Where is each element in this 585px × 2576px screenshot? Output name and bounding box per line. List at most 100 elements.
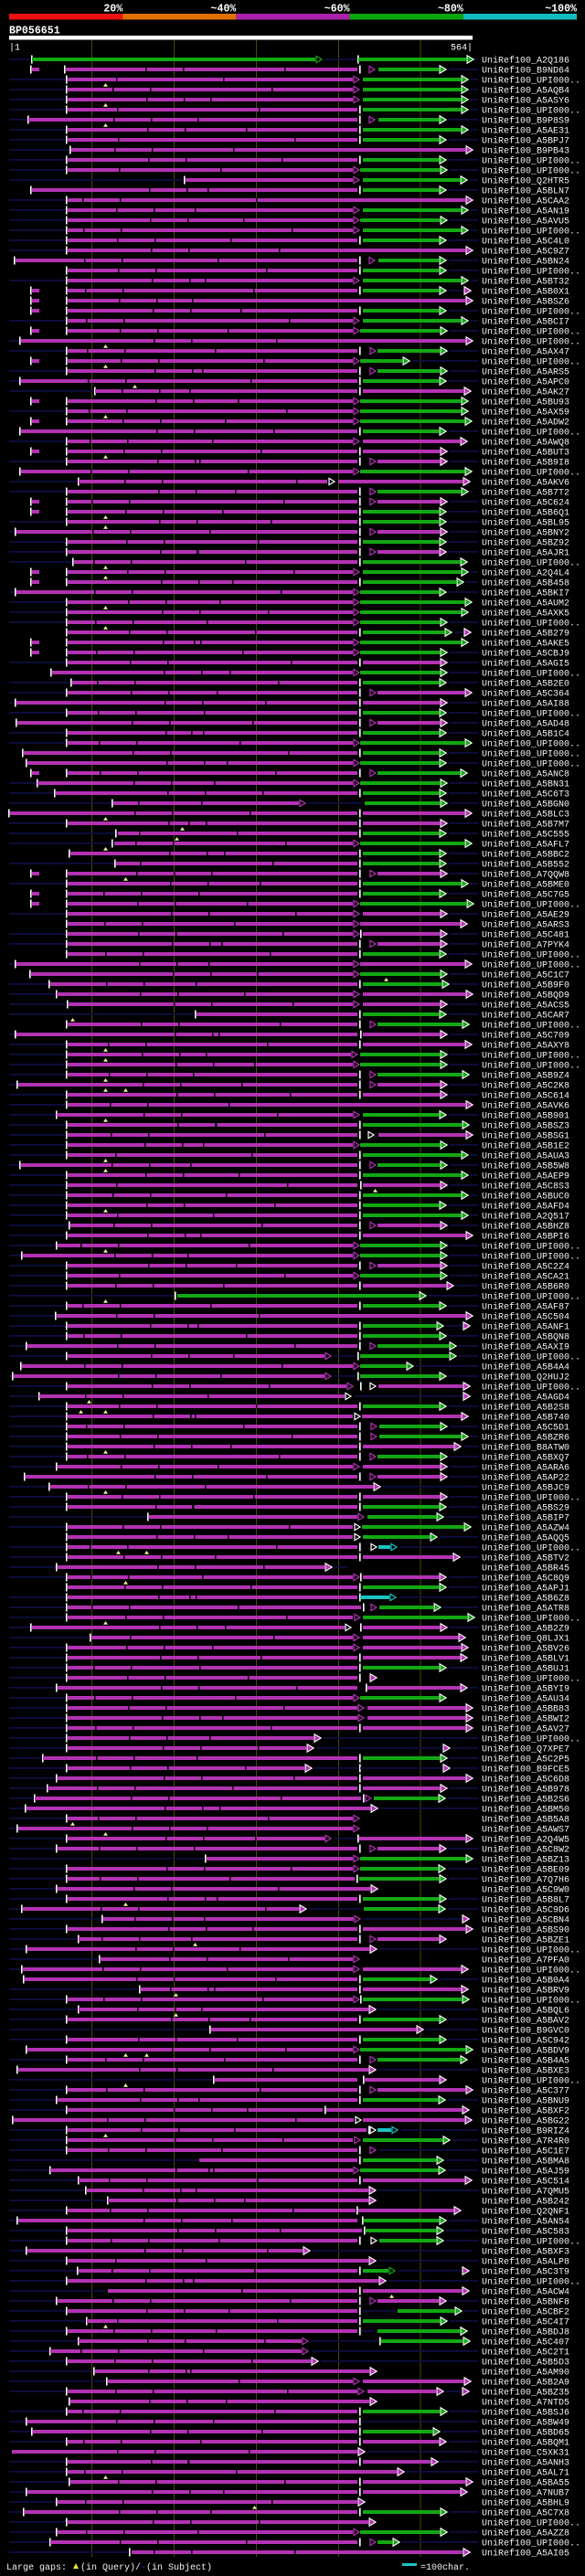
svg-text:~100%: ~100% — [545, 4, 577, 16]
svg-text:|1: |1 — [9, 43, 20, 54]
svg-text:UniRef100_A5AWQ8: UniRef100_A5AWQ8 — [482, 438, 569, 449]
svg-text:UniRef100_A5B978: UniRef100_A5B978 — [482, 1785, 569, 1796]
svg-text:UniRef100_A5BE09: UniRef100_A5BE09 — [482, 1865, 569, 1876]
svg-text:UniRef100_A5C2K8: UniRef100_A5C2K8 — [482, 1081, 569, 1092]
svg-text:UniRef100_A5B8L7: UniRef100_A5B8L7 — [482, 1895, 569, 1906]
svg-text:UniRef100_A5B6R0: UniRef100_A5B6R0 — [482, 1282, 569, 1293]
svg-text:UniRef100_A5AD48: UniRef100_A5AD48 — [482, 719, 569, 730]
svg-text:UniRef100_Q2HTR5: UniRef100_Q2HTR5 — [482, 176, 569, 187]
svg-text:UniRef100_UPI000..: UniRef100_UPI000.. — [482, 1945, 580, 1956]
svg-text:UniRef100_A5BA55: UniRef100_A5BA55 — [482, 2478, 569, 2489]
svg-text:UniRef100_A5AXI9: UniRef100_A5AXI9 — [482, 1342, 569, 1353]
svg-text:UniRef100_A5AF87: UniRef100_A5AF87 — [482, 1302, 569, 1313]
svg-text:UniRef100_A5BT32: UniRef100_A5BT32 — [482, 277, 569, 288]
svg-text:UniRef100_A5AGD4: UniRef100_A5AGD4 — [482, 1393, 569, 1404]
svg-text:UniRef100_A5B5A8: UniRef100_A5B5A8 — [482, 1815, 569, 1826]
svg-text:UniRef100_A7QMU5: UniRef100_A7QMU5 — [482, 2187, 569, 2198]
svg-text:UniRef100_A5B6Q1: UniRef100_A5B6Q1 — [482, 508, 569, 519]
svg-text:UniRef100_A7PFA0: UniRef100_A7PFA0 — [482, 1956, 569, 1966]
svg-text:UniRef100_A5B242: UniRef100_A5B242 — [482, 2197, 569, 2208]
svg-text:UniRef100_A5C624: UniRef100_A5C624 — [482, 498, 569, 509]
svg-text:UniRef100_UPI000..: UniRef100_UPI000.. — [482, 156, 580, 167]
svg-text:UniRef100_A5BV26: UniRef100_A5BV26 — [482, 1644, 569, 1655]
svg-text:UniRef100_A5C9D6: UniRef100_A5C9D6 — [482, 1905, 569, 1916]
svg-text:UniRef100_UPI000..: UniRef100_UPI000.. — [482, 468, 580, 479]
svg-text:UniRef100_A5BNU9: UniRef100_A5BNU9 — [482, 2096, 569, 2107]
svg-text:UniRef100_A7PYK4: UniRef100_A7PYK4 — [482, 940, 569, 951]
svg-text:UniRef100_UPI000..: UniRef100_UPI000.. — [482, 900, 580, 911]
svg-text:UniRef100_A5C3T9: UniRef100_A5C3T9 — [482, 2267, 569, 2278]
svg-text:UniRef100_B9GVC0: UniRef100_B9GVC0 — [482, 2026, 569, 2037]
svg-text:UniRef100_A5BW49: UniRef100_A5BW49 — [482, 2418, 569, 2429]
svg-text:UniRef100_A5BWI2: UniRef100_A5BWI2 — [482, 1714, 569, 1725]
svg-text:UniRef100_A5ARA6: UniRef100_A5ARA6 — [482, 1463, 569, 1474]
svg-text:UniRef100_A5BD65: UniRef100_A5BD65 — [482, 2428, 569, 2439]
svg-text:UniRef100_A5CA21: UniRef100_A5CA21 — [482, 1272, 569, 1283]
svg-text:UniRef100_A5ACW4: UniRef100_A5ACW4 — [482, 2287, 569, 2298]
svg-text:UniRef100_UPI000..: UniRef100_UPI000.. — [482, 960, 580, 971]
svg-text:UniRef100_A5AJR1: UniRef100_A5AJR1 — [482, 548, 569, 559]
svg-text:UniRef100_A5B458: UniRef100_A5B458 — [482, 578, 569, 589]
svg-text:UniRef100_A5BJC9: UniRef100_A5BJC9 — [482, 1483, 569, 1494]
svg-text:UniRef100_B9ND64: UniRef100_B9ND64 — [482, 66, 569, 77]
svg-text:UniRef100_A5ACS5: UniRef100_A5ACS5 — [482, 1001, 569, 1012]
svg-text:UniRef100_A5B2S8: UniRef100_A5B2S8 — [482, 1403, 569, 1414]
svg-text:UniRef100_A5BS90: UniRef100_A5BS90 — [482, 1925, 569, 1936]
svg-text:UniRef100_A5BSZ6: UniRef100_A5BSZ6 — [482, 297, 569, 308]
svg-text:UniRef100_A5BPJ7: UniRef100_A5BPJ7 — [482, 136, 569, 147]
svg-text:UniRef100_A5BRV9: UniRef100_A5BRV9 — [482, 1986, 569, 1997]
svg-text:UniRef100_A5ALP8: UniRef100_A5ALP8 — [482, 2257, 569, 2268]
svg-text:UniRef100_A5B9I8: UniRef100_A5B9I8 — [482, 458, 569, 469]
svg-text:UniRef100_A5AQB4: UniRef100_A5AQB4 — [482, 86, 569, 97]
svg-text:UniRef100_A5BME0: UniRef100_A5BME0 — [482, 880, 569, 891]
svg-text:UniRef100_A5APC0: UniRef100_A5APC0 — [482, 377, 569, 388]
svg-text:UniRef100_UPI000..: UniRef100_UPI000.. — [482, 950, 580, 961]
svg-text:564|: 564| — [451, 43, 473, 54]
svg-text:UniRef100_A5AUM2: UniRef100_A5AUM2 — [482, 599, 569, 610]
svg-text:UniRef100_A5AQQ5: UniRef100_A5AQQ5 — [482, 1533, 569, 1544]
svg-text:UniRef100_A5BM50: UniRef100_A5BM50 — [482, 1805, 569, 1816]
svg-text:UniRef100_A5AI05: UniRef100_A5AI05 — [482, 2549, 569, 2560]
svg-text:UniRef100_A5APJ1: UniRef100_A5APJ1 — [482, 1584, 569, 1595]
svg-text:UniRef100_A5BQL6: UniRef100_A5BQL6 — [482, 2006, 569, 2017]
svg-text:UniRef100_A5BUJ1: UniRef100_A5BUJ1 — [482, 1664, 569, 1675]
svg-text:UniRef100_A5AN54: UniRef100_A5AN54 — [482, 2217, 569, 2228]
svg-text:UniRef100_A5B2A9: UniRef100_A5B2A9 — [482, 2378, 569, 2389]
svg-text:UniRef100_A2Q517: UniRef100_A2Q517 — [482, 1212, 569, 1223]
svg-text:UniRef100_UPI000..: UniRef100_UPI000.. — [482, 337, 580, 348]
svg-text:UniRef100_A5C2Z4: UniRef100_A5C2Z4 — [482, 1262, 569, 1273]
svg-text:UniRef100_UPI000..: UniRef100_UPI000.. — [482, 1051, 580, 1062]
svg-text:UniRef100_UPI000..: UniRef100_UPI000.. — [482, 357, 580, 368]
svg-text:UniRef100_A7Q7H6: UniRef100_A7Q7H6 — [482, 1875, 569, 1886]
svg-text:UniRef100_A5C9W0: UniRef100_A5C9W0 — [482, 1885, 569, 1896]
svg-text:UniRef100_A5B0X1: UniRef100_A5B0X1 — [482, 287, 569, 298]
svg-text:UniRef100_A5B9F0: UniRef100_A5B9F0 — [482, 981, 569, 991]
svg-text:UniRef100_A5AL71: UniRef100_A5AL71 — [482, 2468, 569, 2479]
svg-text:UniRef100_A5B279: UniRef100_A5B279 — [482, 629, 569, 640]
svg-text:UniRef100_A5AKE5: UniRef100_A5AKE5 — [482, 639, 569, 650]
svg-text:UniRef100_A5AJ59: UniRef100_A5AJ59 — [482, 2167, 569, 2178]
svg-text:UniRef100_UPI000..: UniRef100_UPI000.. — [482, 166, 580, 177]
svg-text:UniRef100_A5BLC3: UniRef100_A5BLC3 — [482, 810, 569, 821]
svg-text:UniRef100_A5BCI7: UniRef100_A5BCI7 — [482, 317, 569, 328]
svg-text:UniRef100_A5B0A4: UniRef100_A5B0A4 — [482, 1976, 569, 1987]
svg-text:UniRef100_A5C2T1: UniRef100_A5C2T1 — [482, 2348, 569, 2359]
svg-text:UniRef100_A5B4A5: UniRef100_A5B4A5 — [482, 2056, 569, 2067]
svg-text:UniRef100_UPI000..: UniRef100_UPI000.. — [482, 428, 580, 439]
svg-text:UniRef100_A5BQM1: UniRef100_A5BQM1 — [482, 2438, 569, 2449]
svg-text:UniRef100_A5BSZ3: UniRef100_A5BSZ3 — [482, 1121, 569, 1132]
svg-text:UniRef100_A5AXK5: UniRef100_A5AXK5 — [482, 609, 569, 620]
svg-text:UniRef100_A5AI88: UniRef100_A5AI88 — [482, 699, 569, 710]
svg-text:UniRef100_UPI000..: UniRef100_UPI000.. — [482, 1242, 580, 1253]
svg-text:UniRef100_A5CAA2: UniRef100_A5CAA2 — [482, 196, 569, 207]
svg-text:UniRef100_A2Q4W5: UniRef100_A2Q4W5 — [482, 1835, 569, 1846]
svg-text:UniRef100_B9RIZ4: UniRef100_B9RIZ4 — [482, 2126, 569, 2137]
svg-text:~60%: ~60% — [324, 4, 350, 16]
svg-text:-: - — [141, 2563, 146, 2573]
svg-text:UniRef100_A5CBJ9: UniRef100_A5CBJ9 — [482, 649, 569, 660]
svg-text:UniRef100_A5AXY8: UniRef100_A5AXY8 — [482, 1041, 569, 1052]
svg-text:UniRef100_Q2QNF1: UniRef100_Q2QNF1 — [482, 2207, 569, 2218]
svg-text:UniRef100_A5B5D3: UniRef100_A5B5D3 — [482, 2358, 569, 2369]
svg-text:UniRef100_UPI000..: UniRef100_UPI000.. — [482, 1352, 580, 1363]
svg-text:~40%: ~40% — [211, 4, 237, 16]
